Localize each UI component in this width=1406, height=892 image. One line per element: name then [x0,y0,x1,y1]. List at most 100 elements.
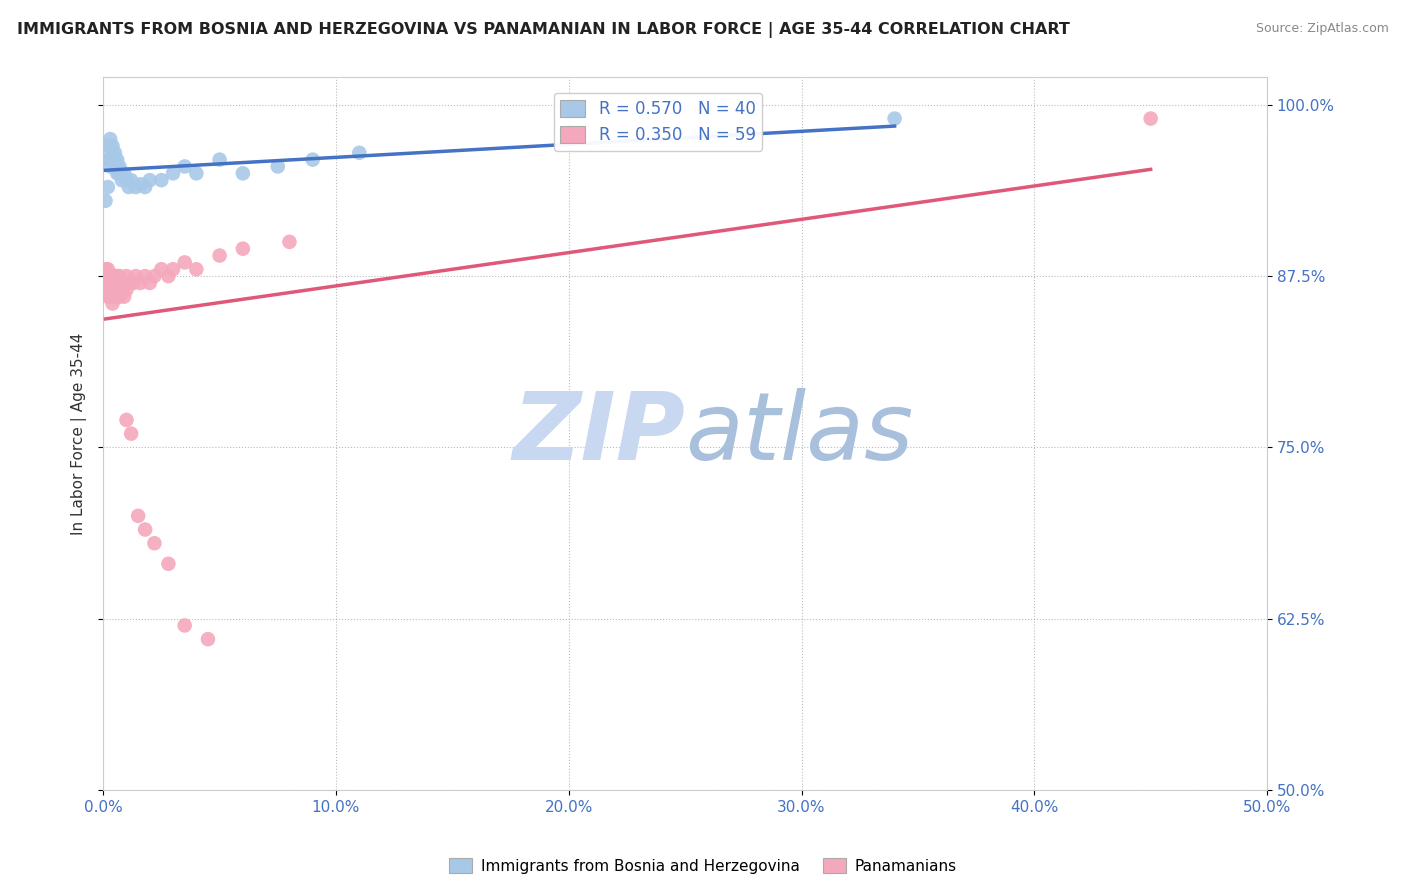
Point [115,283,138,297]
Point [98,276,121,290]
Point [112,166,135,180]
Text: ZIP: ZIP [512,388,685,480]
Point [143,269,166,284]
Point [134,269,156,284]
Point [173,618,195,632]
Point [232,166,254,180]
Point [118,276,141,290]
Point [104,153,127,167]
Point [97,269,120,284]
Point [94,194,117,208]
Point [1139,112,1161,126]
Point [349,145,371,160]
Point [122,276,145,290]
Point [143,536,166,550]
Point [98,283,121,297]
Point [162,262,184,277]
Point [105,269,128,284]
Point [104,290,127,304]
Point [97,262,120,277]
Point [105,153,128,167]
Text: IMMIGRANTS FROM BOSNIA AND HERZEGOVINA VS PANAMANIAN IN LABOR FORCE | AGE 35-44 : IMMIGRANTS FROM BOSNIA AND HERZEGOVINA V… [17,22,1070,38]
Point [108,290,131,304]
Legend: R = 0.570   N = 40, R = 0.350   N = 59: R = 0.570 N = 40, R = 0.350 N = 59 [554,93,762,151]
Point [883,112,905,126]
Point [118,180,141,194]
Point [97,180,120,194]
Point [101,290,124,304]
Point [105,276,128,290]
Y-axis label: In Labor Force | Age 35-44: In Labor Force | Age 35-44 [72,333,87,535]
Text: atlas: atlas [685,388,914,479]
Point [111,283,134,297]
Point [115,173,138,187]
Point [104,283,127,297]
Point [98,269,121,284]
Point [267,160,290,174]
Point [150,262,173,277]
Point [97,153,120,167]
Point [134,180,156,194]
Text: Source: ZipAtlas.com: Source: ZipAtlas.com [1256,22,1389,36]
Legend: Immigrants from Bosnia and Herzegovina, Panamanians: Immigrants from Bosnia and Herzegovina, … [443,852,963,880]
Point [105,283,128,297]
Point [112,276,135,290]
Point [97,139,120,153]
Point [111,166,134,180]
Point [112,290,135,304]
Point [157,557,180,571]
Point [129,178,152,192]
Point [98,276,121,290]
Point [105,160,128,174]
Point [115,269,138,284]
Point [120,173,142,187]
Point [104,160,127,174]
Point [197,632,219,647]
Point [98,160,121,174]
Point [98,153,121,167]
Point [115,413,138,427]
Point [104,269,127,284]
Point [108,269,131,284]
Point [232,242,254,256]
Point [173,160,195,174]
Point [101,139,124,153]
Point [125,269,148,284]
Point [129,276,152,290]
Point [111,173,134,187]
Point [101,276,124,290]
Point [120,276,142,290]
Point [108,276,131,290]
Point [101,145,124,160]
Point [186,166,208,180]
Point [97,283,120,297]
Point [94,269,117,284]
Point [139,173,162,187]
Point [208,248,231,262]
Point [125,180,148,194]
Point [94,262,117,277]
Point [94,276,117,290]
Point [173,255,195,269]
Point [94,153,117,167]
Point [98,290,121,304]
Point [120,426,142,441]
Point [208,153,231,167]
Point [278,235,301,249]
Point [105,166,128,180]
Point [94,283,117,297]
Point [108,166,131,180]
Point [97,290,120,304]
Point [104,145,127,160]
Point [104,276,127,290]
Point [101,153,124,167]
Point [139,276,162,290]
Point [98,139,121,153]
Point [97,276,120,290]
Point [157,269,180,284]
Point [150,173,173,187]
Point [108,160,131,174]
Point [101,296,124,310]
Point [134,523,156,537]
Point [101,269,124,284]
